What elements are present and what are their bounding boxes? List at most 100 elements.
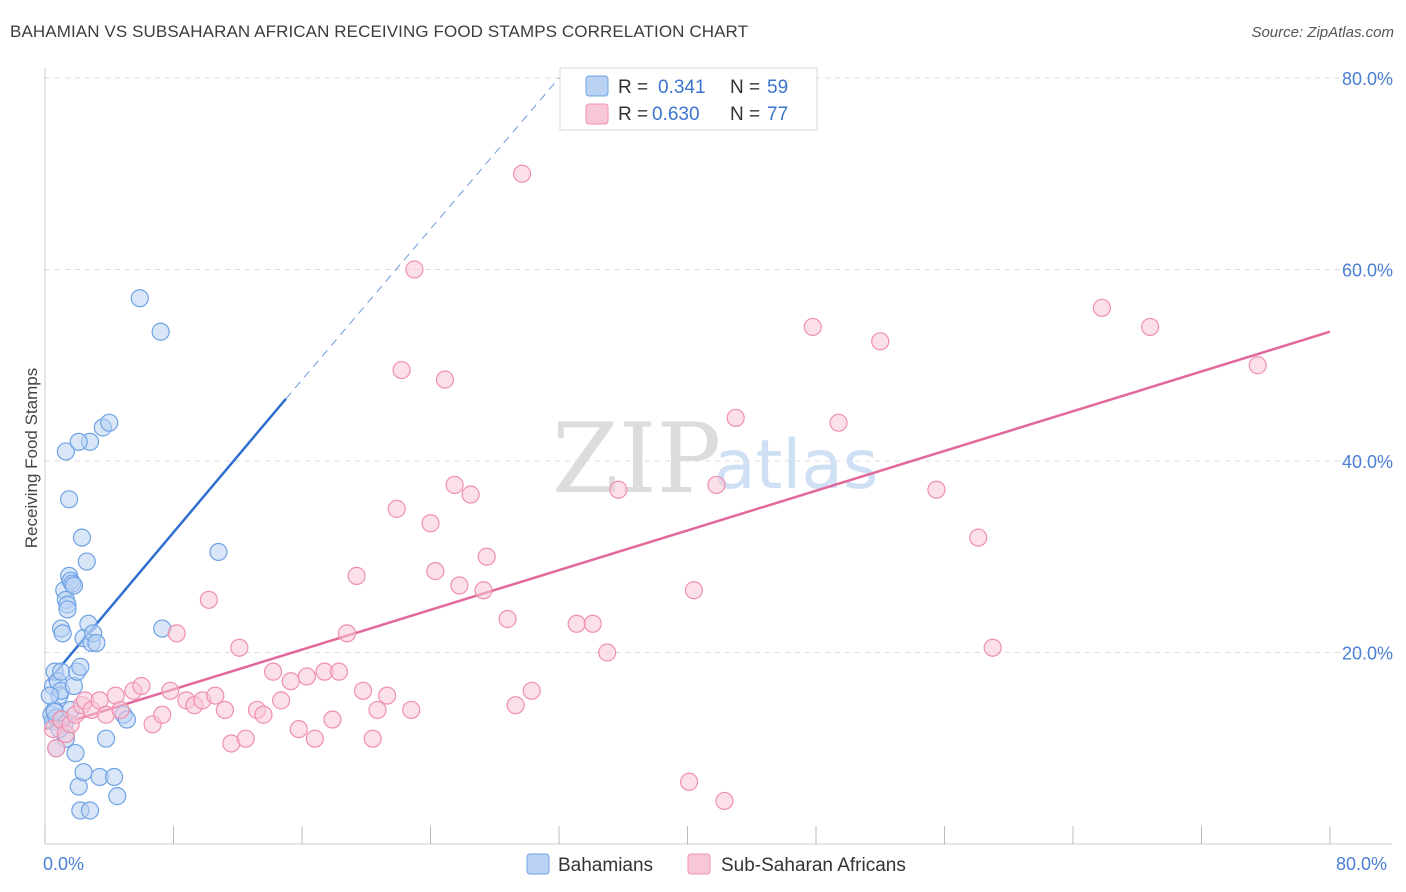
point-bahamians-39	[59, 490, 79, 509]
correlation-legend: R = 0.341 N = 59 R = 0.630 N = 77	[559, 67, 818, 131]
legend-r-label-1: R =	[618, 77, 648, 98]
point-subsaharan-78	[1248, 356, 1267, 375]
point-subsaharan-63	[598, 643, 617, 662]
point-subsaharan-49	[421, 514, 440, 533]
point-subsaharan-60	[522, 681, 541, 700]
point-subsaharan-75	[983, 638, 1002, 657]
point-subsaharan-14	[132, 676, 151, 696]
point-subsaharan-62	[583, 614, 602, 633]
point-subsaharan-27	[230, 638, 249, 657]
point-subsaharan-40	[347, 566, 366, 586]
point-bahamians-53	[151, 322, 170, 341]
point-subsaharan-16	[153, 705, 172, 724]
legend-swatch-bahamians	[585, 75, 609, 97]
point-subsaharan-47	[402, 700, 421, 720]
point-bahamians-55	[209, 542, 228, 562]
point-bahamians-9	[51, 662, 71, 681]
point-bahamians-38	[56, 442, 75, 461]
legend-r-value-1: 0.341	[658, 77, 706, 98]
watermark-atlas: atlas	[714, 426, 878, 505]
point-subsaharan-65	[680, 772, 699, 791]
point-bahamians-16	[53, 624, 72, 643]
y-tick-label-0: 20.0%	[1342, 644, 1393, 664]
trend-line-bahamians-extension	[285, 77, 560, 400]
legend-n-value-1: 59	[767, 77, 788, 98]
series-legend-swatch-bahamians	[526, 853, 550, 875]
watermark: ZIP atlas	[552, 403, 878, 515]
legend-r-label-2: R =	[618, 104, 648, 125]
point-bahamians-29	[72, 528, 92, 547]
point-subsaharan-32	[281, 672, 300, 691]
legend-swatch-subsaharan	[585, 103, 609, 125]
point-subsaharan-29	[254, 705, 273, 724]
y-tick-label-2: 60.0%	[1342, 261, 1393, 281]
point-subsaharan-31	[272, 691, 291, 710]
point-subsaharan-56	[477, 547, 496, 566]
point-subsaharan-33	[289, 719, 308, 739]
point-bahamians-49	[108, 787, 127, 806]
point-subsaharan-44	[378, 686, 397, 705]
point-subsaharan-66	[684, 581, 704, 600]
point-subsaharan-24	[215, 700, 234, 720]
point-subsaharan-53	[450, 576, 469, 595]
point-subsaharan-1	[47, 739, 66, 758]
point-subsaharan-77	[1140, 317, 1160, 337]
y-tick-labels: 20.0% 40.0% 60.0% 80.0%	[1342, 69, 1393, 664]
series-legend: Bahamians Sub-Saharan Africans	[526, 853, 906, 876]
legend-n-label-1: N =	[730, 77, 760, 98]
point-bahamians-41	[69, 432, 88, 451]
point-subsaharan-30	[263, 662, 283, 681]
point-subsaharan-72	[871, 332, 890, 351]
point-subsaharan-61	[567, 614, 586, 633]
point-subsaharan-50	[426, 562, 445, 581]
point-subsaharan-37	[323, 710, 342, 729]
series-legend-label-bahamians: Bahamians	[558, 855, 653, 876]
series-legend-label-subsaharan: Sub-Saharan Africans	[721, 855, 906, 876]
point-subsaharan-39	[337, 624, 357, 643]
point-bahamians-20	[58, 600, 77, 619]
y-tick-label-1: 40.0%	[1342, 452, 1393, 472]
watermark-zip: ZIP	[552, 403, 721, 515]
point-subsaharan-42	[363, 729, 382, 748]
point-subsaharan-55	[474, 581, 493, 600]
point-subsaharan-17	[161, 681, 180, 700]
point-bahamians-47	[100, 413, 119, 432]
series-legend-swatch-subsaharan	[687, 853, 711, 875]
point-subsaharan-69	[715, 791, 734, 811]
point-subsaharan-26	[236, 729, 255, 748]
point-bahamians-37	[87, 633, 106, 653]
point-bahamians-31	[74, 763, 93, 782]
point-subsaharan-67	[707, 475, 726, 495]
point-bahamians-43	[80, 801, 100, 820]
point-subsaharan-46	[392, 360, 411, 380]
point-subsaharan-12	[111, 700, 130, 720]
point-subsaharan-59	[512, 164, 532, 183]
point-bahamians-56	[40, 686, 59, 705]
chart-source: Source: ZipAtlas.com	[1251, 24, 1394, 41]
point-bahamians-48	[104, 767, 124, 787]
trend-line-subsaharan	[44, 330, 1331, 731]
point-subsaharan-64	[609, 480, 628, 499]
legend-r-value-2: 0.630	[652, 104, 700, 125]
point-subsaharan-18	[167, 624, 186, 643]
point-subsaharan-48	[405, 260, 424, 279]
chart-title: BAHAMIAN VS SUBSAHARAN AFRICAN RECEIVING…	[10, 22, 749, 41]
point-bahamians-40	[64, 576, 84, 595]
point-subsaharan-68	[726, 408, 745, 428]
point-bahamians-28	[71, 657, 90, 676]
y-tick-label-3: 80.0%	[1342, 69, 1393, 89]
point-subsaharan-34	[297, 667, 316, 686]
point-subsaharan-52	[445, 475, 464, 495]
point-subsaharan-71	[829, 413, 848, 432]
point-subsaharan-38	[329, 662, 349, 681]
point-subsaharan-43	[368, 700, 387, 720]
point-subsaharan-41	[353, 681, 373, 700]
x-tick-labels: 0.0% 80.0%	[43, 854, 1387, 874]
x-tick-label-max: 80.0%	[1336, 854, 1387, 874]
point-subsaharan-35	[305, 729, 324, 748]
point-bahamians-32	[77, 552, 96, 571]
point-subsaharan-74	[969, 528, 988, 547]
point-subsaharan-58	[506, 696, 525, 715]
point-subsaharan-45	[387, 499, 406, 518]
